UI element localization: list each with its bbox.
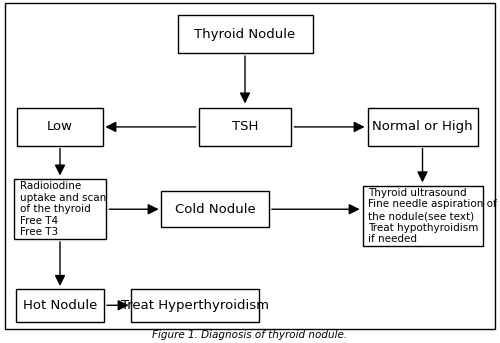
Text: Figure 1. Diagnosis of thyroid nodule.: Figure 1. Diagnosis of thyroid nodule.: [152, 330, 348, 341]
Text: Normal or High: Normal or High: [372, 120, 473, 133]
Text: Treat Hyperthyroidism: Treat Hyperthyroidism: [121, 299, 269, 312]
Bar: [16, 289, 104, 322]
Text: Thyroid ultrasound
Fine needle aspiration of
the nodule(see text)
Treat hypothyr: Thyroid ultrasound Fine needle aspiratio…: [368, 188, 497, 244]
Text: Hot Nodule: Hot Nodule: [23, 299, 97, 312]
Text: Radioiodine
uptake and scan
of the thyroid
Free T4
Free T3: Radioiodine uptake and scan of the thyro…: [20, 181, 106, 237]
Text: Cold Nodule: Cold Nodule: [174, 203, 256, 216]
Text: Thyroid Nodule: Thyroid Nodule: [194, 28, 296, 41]
Text: TSH: TSH: [232, 120, 258, 133]
Bar: [14, 179, 106, 239]
Bar: [161, 191, 269, 227]
Text: Low: Low: [47, 120, 73, 133]
Bar: [198, 108, 291, 146]
Bar: [131, 289, 259, 322]
Bar: [18, 108, 102, 146]
Bar: [178, 15, 312, 53]
Bar: [368, 108, 478, 146]
Bar: [362, 186, 482, 246]
